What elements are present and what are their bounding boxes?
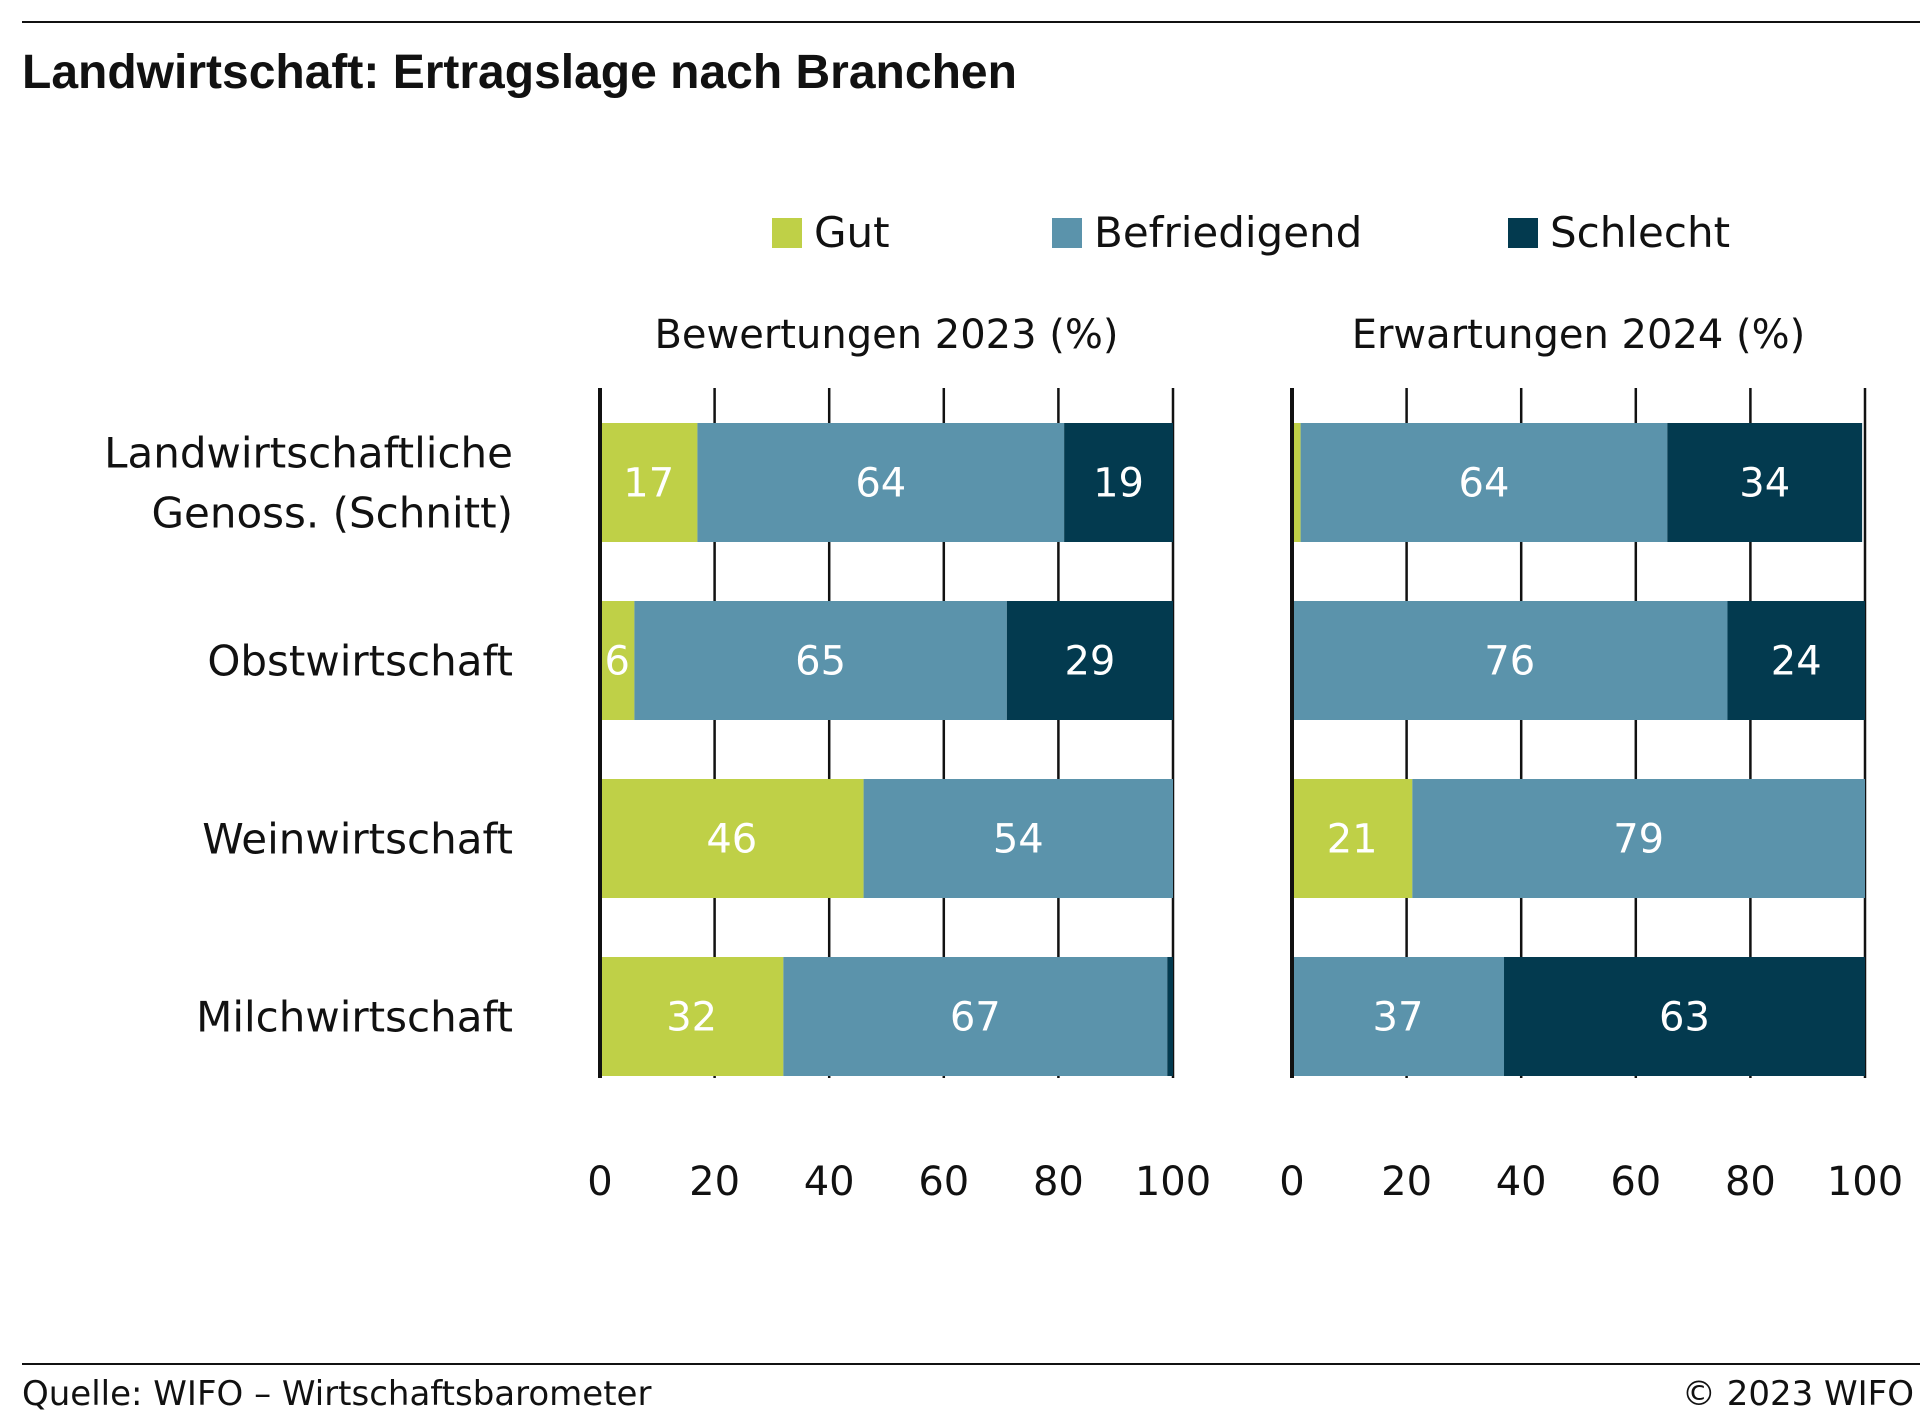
data-label-gut-weinwirtschaft: 21 [1327, 817, 1378, 863]
category-label-landwirtschaftliche-genoss-schnitt-line-2: Genoss. (Schnitt) [151, 489, 513, 538]
data-label-befriedigend-weinwirtschaft: 54 [993, 817, 1044, 863]
tick-label-0: 0 [1279, 1159, 1304, 1205]
data-label-befriedigend-obstwirtschaft: 65 [795, 639, 846, 685]
bar-befriedigend-weinwirtschaft [863, 779, 1173, 898]
category-label-landwirtschaftliche-genoss-schnitt-line-1: Landwirtschaftliche [104, 429, 513, 478]
tick-label-40: 40 [804, 1159, 855, 1205]
data-label-gut-weinwirtschaft: 46 [706, 817, 757, 863]
category-labels: Landwirtschaftliche Genoss. (Schnitt) Obst… [104, 429, 513, 1042]
category-label-obstwirtschaft: Obstwirtschaft [207, 637, 513, 686]
data-label-gut-milchwirtschaft: 32 [666, 995, 717, 1041]
tick-label-40: 40 [1496, 1159, 1547, 1205]
bar-gut-weinwirtschaft [1292, 779, 1413, 898]
bar-befriedigend-weinwirtschaft [1412, 779, 1865, 898]
data-label-gut-landwirtschaftliche-genoss-schnitt: 17 [623, 461, 674, 507]
legend: Gut Befriedigend Schlecht [772, 208, 1730, 257]
category-label-weinwirtschaft: Weinwirtschaft [202, 815, 513, 864]
bar-gut-landwirtschaftliche-genoss-schnitt [600, 423, 698, 542]
tick-label-20: 20 [689, 1159, 740, 1205]
tick-label-60: 60 [918, 1159, 969, 1205]
data-label-befriedigend-milchwirtschaft: 67 [950, 995, 1001, 1041]
bar-befriedigend-milchwirtschaft [1292, 957, 1505, 1076]
bar-schlecht-obstwirtschaft [1006, 601, 1173, 720]
bar-befriedigend-landwirtschaftliche-genoss-schnitt [697, 423, 1065, 542]
data-label-befriedigend-landwirtschaftliche-genoss-schnitt: 64 [855, 461, 906, 507]
bar-gut-landwirtschaftliche-genoss-schnitt [1292, 423, 1301, 542]
chart-title: Landwirtschaft: Ertragslage nach Branche… [22, 46, 1017, 99]
tick-label-20: 20 [1381, 1159, 1432, 1205]
bar-schlecht-landwirtschaftliche-genoss-schnitt [1667, 423, 1863, 542]
data-label-befriedigend-weinwirtschaft: 79 [1613, 817, 1664, 863]
bar-gut-weinwirtschaft [600, 779, 864, 898]
legend-label-gut: Gut [814, 208, 890, 257]
tick-label-100: 100 [1827, 1159, 1903, 1205]
legend-swatch-gut [772, 218, 802, 248]
bar-befriedigend-obstwirtschaft [634, 601, 1007, 720]
bar-befriedigend-milchwirtschaft [783, 957, 1168, 1076]
tick-label-80: 80 [1725, 1159, 1776, 1205]
legend-label-befriedigend: Befriedigend [1094, 208, 1362, 257]
bar-befriedigend-landwirtschaftliche-genoss-schnitt [1300, 423, 1668, 542]
data-label-gut-obstwirtschaft: 6 [604, 639, 629, 685]
legend-swatch-befriedigend [1052, 218, 1082, 248]
bar-schlecht-obstwirtschaft [1727, 601, 1865, 720]
data-label-schlecht-landwirtschaftliche-genoss-schnitt: 34 [1739, 461, 1790, 507]
bar-gut-obstwirtschaft [600, 601, 635, 720]
data-label-schlecht-obstwirtschaft: 24 [1771, 639, 1822, 685]
data-label-schlecht-landwirtschaftliche-genoss-schnitt: 19 [1093, 461, 1144, 507]
copyright-note: © 2023 WIFO [1682, 1374, 1914, 1414]
bar-befriedigend-obstwirtschaft [1292, 601, 1728, 720]
bar-schlecht-milchwirtschaft [1167, 957, 1173, 1076]
tick-label-80: 80 [1033, 1159, 1084, 1205]
data-label-befriedigend-landwirtschaftliche-genoss-schnitt: 64 [1459, 461, 1510, 507]
bar-gut-milchwirtschaft [600, 957, 784, 1076]
bar-schlecht-milchwirtschaft [1504, 957, 1865, 1076]
tick-label-0: 0 [587, 1159, 612, 1205]
data-label-schlecht-obstwirtschaft: 29 [1064, 639, 1115, 685]
legend-swatch-schlecht [1508, 218, 1538, 248]
category-label-milchwirtschaft: Milchwirtschaft [196, 993, 513, 1042]
data-label-befriedigend-milchwirtschaft: 37 [1373, 995, 1424, 1041]
panel-title-2: Erwartungen 2024 (%) [1352, 312, 1806, 358]
panels: Bewertungen 2023 (%) 17 64 19 6 65 29 46 54 32 67 0… [587, 312, 1903, 1205]
bar-schlecht-landwirtschaftliche-genoss-schnitt [1064, 423, 1173, 542]
data-label-befriedigend-obstwirtschaft: 76 [1484, 639, 1535, 685]
panel-title-1: Bewertungen 2023 (%) [654, 312, 1118, 358]
data-label-schlecht-milchwirtschaft: 63 [1659, 995, 1710, 1041]
legend-label-schlecht: Schlecht [1550, 208, 1730, 257]
panel-2: Erwartungen 2024 (%) 64 34 76 24 21 79 37 63 0 20 4… [1279, 312, 1903, 1205]
tick-label-100: 100 [1135, 1159, 1211, 1205]
panel-1: Bewertungen 2023 (%) 17 64 19 6 65 29 46 54 32 67 0… [587, 312, 1211, 1205]
source-note: Quelle: WIFO – Wirtschaftsbarometer [22, 1374, 651, 1414]
tick-label-60: 60 [1610, 1159, 1661, 1205]
